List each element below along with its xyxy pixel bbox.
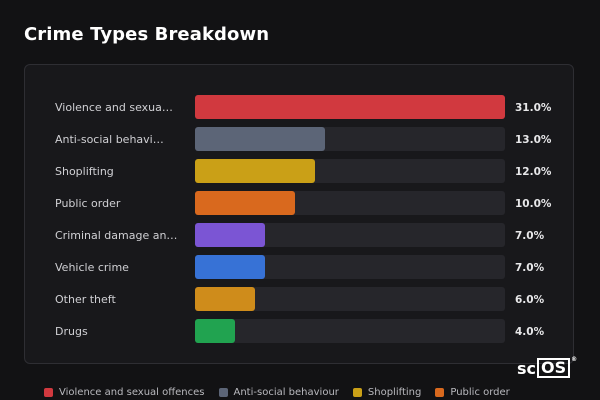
legend-swatch	[435, 388, 445, 397]
legend-item: Violence and sexual offences	[44, 387, 205, 398]
bar-track	[195, 287, 505, 311]
bar	[195, 159, 315, 183]
category-label: Other theft	[55, 293, 116, 306]
legend-label: Public order	[450, 387, 510, 398]
logo-boxed-text: OS	[537, 358, 571, 378]
category-label: Vehicle crime	[55, 261, 129, 274]
category-label: Criminal damage an…	[55, 229, 177, 242]
category-label: Drugs	[55, 325, 88, 338]
value-label: 7.0%	[515, 262, 545, 274]
chart-legend: Violence and sexual offences Anti-social …	[44, 387, 510, 398]
legend-swatch	[352, 388, 362, 397]
legend-label: Shoplifting	[367, 387, 422, 398]
value-label: 7.0%	[515, 230, 545, 242]
value-label: 12.0%	[515, 166, 552, 178]
category-label: Violence and sexua…	[55, 101, 173, 114]
logo-text: sc	[517, 358, 537, 378]
bar	[195, 95, 505, 119]
bar	[195, 255, 265, 279]
bar-chart: Violence and sexua… 31.0% Anti-social beha…	[55, 95, 552, 343]
legend-swatch	[44, 388, 53, 397]
registered-mark: ®	[571, 356, 578, 363]
category-label: Shoplifting	[55, 165, 114, 178]
chart-panel: Violence and sexua… 31.0% Anti-social beha…	[24, 64, 574, 364]
bar	[195, 223, 265, 247]
legend-item: Shoplifting	[352, 387, 422, 398]
bar	[195, 319, 235, 343]
legend-item: Anti-social behaviour	[218, 387, 339, 398]
value-label: 13.0%	[515, 134, 552, 146]
value-label: 10.0%	[515, 198, 552, 210]
bar	[195, 287, 255, 311]
scos-logo: sc OS ®	[517, 356, 577, 378]
bar-track	[195, 255, 505, 279]
bar	[195, 191, 295, 215]
category-label: Public order	[55, 197, 121, 210]
value-label: 6.0%	[515, 294, 545, 306]
category-label: Anti-social behavi…	[55, 133, 164, 146]
bar	[195, 127, 325, 151]
bar-track	[195, 223, 505, 247]
legend-item: Public order	[435, 387, 510, 398]
legend-label: Anti-social behaviour	[233, 387, 339, 398]
legend-swatch	[218, 388, 228, 397]
legend-label: Violence and sexual offences	[59, 387, 205, 398]
bar-track	[195, 319, 505, 343]
value-label: 4.0%	[515, 326, 545, 338]
value-label: 31.0%	[515, 102, 552, 114]
chart-title: Crime Types Breakdown	[24, 24, 270, 45]
